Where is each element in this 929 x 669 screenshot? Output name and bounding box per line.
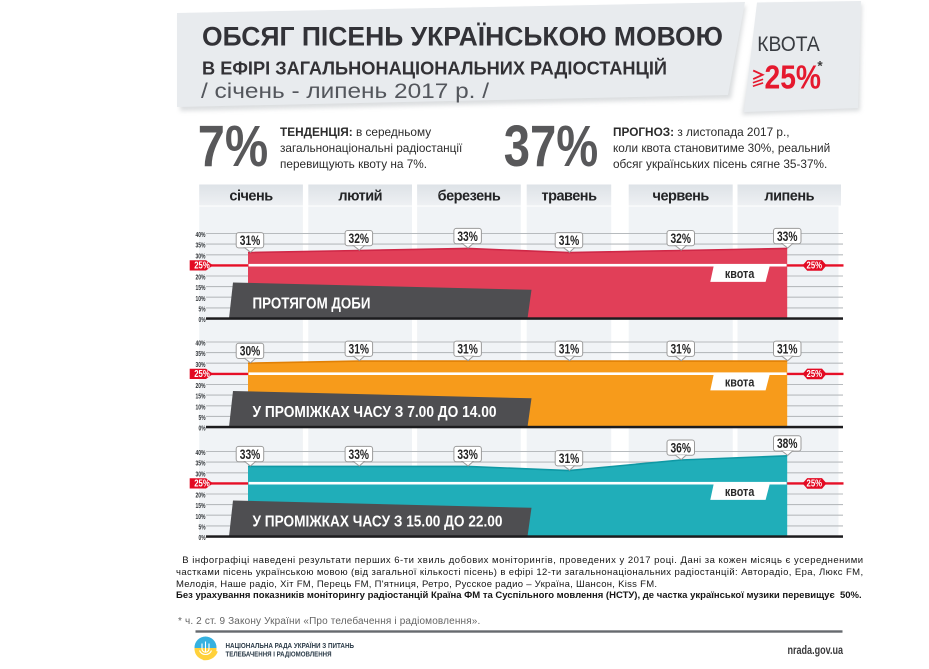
- svg-text:33%: 33%: [240, 447, 261, 462]
- svg-text:10%: 10%: [196, 296, 207, 303]
- svg-text:20%: 20%: [196, 493, 207, 500]
- svg-text:40%: 40%: [196, 232, 207, 239]
- svg-text:ТЕЛЕБАЧЕННЯ І РАДІОМОВЛЕННЯ: ТЕЛЕБАЧЕННЯ І РАДІОМОВЛЕННЯ: [226, 650, 332, 659]
- svg-text:33%: 33%: [349, 447, 370, 462]
- svg-text:33%: 33%: [777, 229, 798, 244]
- svg-text:37%: 37%: [504, 114, 599, 179]
- svg-text:квота: квота: [725, 376, 755, 390]
- svg-text:25%: 25%: [807, 368, 823, 380]
- svg-text:У ПРОМІЖКАХ ЧАСУ З 7.00 ДО 14.: У ПРОМІЖКАХ ЧАСУ З 7.00 ДО 14.00: [253, 404, 497, 421]
- svg-text:7%: 7%: [198, 114, 269, 179]
- svg-text:липень: липень: [764, 189, 814, 205]
- svg-text:31%: 31%: [559, 233, 580, 248]
- svg-text:15%: 15%: [196, 503, 207, 510]
- svg-text:0%: 0%: [199, 426, 207, 433]
- svg-text:nrada.gov.ua: nrada.gov.ua: [788, 643, 844, 657]
- svg-text:15%: 15%: [196, 285, 207, 292]
- svg-text:15%: 15%: [196, 394, 207, 401]
- svg-text:31%: 31%: [670, 342, 691, 357]
- svg-text:30%: 30%: [196, 253, 207, 260]
- svg-text:25%: 25%: [194, 368, 210, 380]
- svg-text:31%: 31%: [777, 342, 798, 357]
- svg-text:10%: 10%: [196, 404, 207, 411]
- svg-text:0%: 0%: [199, 535, 207, 542]
- svg-text:червень: червень: [653, 189, 710, 205]
- svg-text:0%: 0%: [199, 317, 207, 324]
- svg-text:В ЕФІРІ ЗАГАЛЬНОНАЦІОНАЛЬНИХ Р: В ЕФІРІ ЗАГАЛЬНОНАЦІОНАЛЬНИХ РАДІОСТАНЦІ…: [202, 57, 667, 78]
- svg-text:січень: січень: [229, 189, 273, 205]
- svg-text:лютий: лютий: [338, 189, 382, 205]
- svg-text:31%: 31%: [457, 342, 478, 357]
- svg-text:квота: квота: [725, 485, 755, 499]
- svg-text:10%: 10%: [196, 514, 207, 521]
- svg-text:25%: 25%: [807, 478, 823, 490]
- svg-text:*: *: [817, 59, 823, 74]
- svg-text:35%: 35%: [196, 243, 207, 250]
- svg-text:30%: 30%: [196, 471, 207, 478]
- svg-text:/ січень - липень 2017 р. /: / січень - липень 2017 р. /: [201, 80, 489, 103]
- svg-text:НАЦІОНАЛЬНА РАДА УКРАЇНИ З ПИТ: НАЦІОНАЛЬНА РАДА УКРАЇНИ З ПИТАНЬ: [226, 641, 355, 650]
- svg-text:ОБСЯГ ПІСЕНЬ УКРАЇНСЬКОЮ МОВОЮ: ОБСЯГ ПІСЕНЬ УКРАЇНСЬКОЮ МОВОЮ: [202, 22, 723, 52]
- svg-text:35%: 35%: [196, 351, 207, 358]
- svg-text:31%: 31%: [559, 342, 580, 357]
- svg-text:32%: 32%: [349, 231, 370, 246]
- svg-text:ПРОТЯГОМ ДОБИ: ПРОТЯГОМ ДОБИ: [253, 296, 371, 313]
- svg-text:25%: 25%: [194, 478, 210, 490]
- svg-text:33%: 33%: [457, 229, 478, 244]
- svg-text:березень: березень: [438, 189, 501, 205]
- svg-text:30%: 30%: [240, 344, 261, 359]
- svg-text:5%: 5%: [199, 307, 207, 314]
- svg-text:5%: 5%: [199, 415, 207, 422]
- svg-text:35%: 35%: [196, 461, 207, 468]
- svg-text:32%: 32%: [670, 231, 691, 246]
- svg-text:травень: травень: [542, 189, 598, 205]
- svg-text:40%: 40%: [196, 341, 207, 348]
- svg-text:квота: квота: [725, 267, 755, 281]
- svg-text:20%: 20%: [196, 275, 207, 282]
- svg-text:20%: 20%: [196, 383, 207, 390]
- svg-text:25%: 25%: [765, 59, 822, 96]
- svg-text:31%: 31%: [349, 342, 370, 357]
- svg-text:36%: 36%: [670, 440, 691, 455]
- svg-text:31%: 31%: [559, 451, 580, 466]
- svg-text:У ПРОМІЖКАХ ЧАСУ З 15.00 ДО 22: У ПРОМІЖКАХ ЧАСУ З 15.00 ДО 22.00: [253, 514, 503, 531]
- svg-text:40%: 40%: [196, 450, 207, 457]
- svg-text:25%: 25%: [807, 260, 823, 272]
- svg-text:33%: 33%: [457, 447, 478, 462]
- svg-text:38%: 38%: [777, 436, 798, 451]
- svg-text:31%: 31%: [240, 233, 261, 248]
- svg-text:5%: 5%: [199, 525, 207, 532]
- svg-text:КВОТА: КВОТА: [757, 33, 820, 56]
- svg-text:25%: 25%: [194, 260, 210, 272]
- svg-text:30%: 30%: [196, 362, 207, 369]
